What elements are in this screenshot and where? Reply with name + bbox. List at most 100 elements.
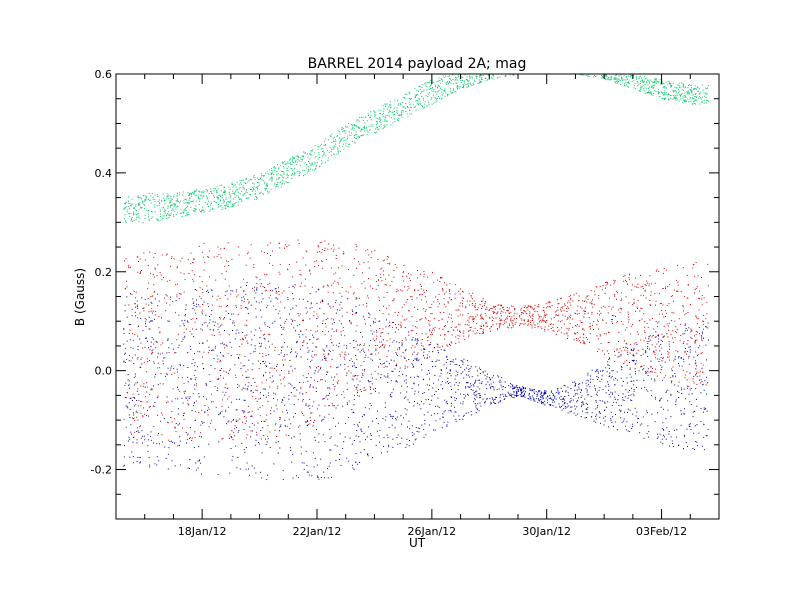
data-point (514, 307, 516, 309)
data-point (290, 423, 292, 425)
data-point (229, 434, 231, 436)
data-point (355, 306, 357, 308)
data-point (469, 300, 471, 302)
data-point (252, 182, 254, 184)
data-point (156, 218, 158, 220)
data-point (397, 100, 399, 102)
data-point (462, 361, 464, 363)
data-point (217, 387, 219, 389)
data-point (206, 285, 208, 287)
data-point (349, 437, 351, 439)
data-point (146, 358, 148, 360)
data-point (172, 208, 174, 210)
data-point (300, 356, 302, 358)
data-point (477, 307, 479, 309)
data-point (626, 350, 628, 352)
data-point (242, 290, 244, 292)
data-point (397, 120, 399, 122)
data-point (497, 402, 499, 404)
data-point (686, 387, 688, 389)
data-point (472, 316, 474, 318)
data-point (295, 160, 297, 162)
data-point (646, 389, 648, 391)
data-point (652, 87, 654, 89)
data-point (312, 164, 314, 165)
data-point (136, 256, 138, 258)
data-point (356, 358, 358, 360)
data-point (386, 356, 388, 358)
data-point (318, 154, 320, 156)
data-point (611, 308, 613, 310)
data-point (210, 313, 212, 315)
data-point (194, 379, 196, 381)
data-point (562, 404, 564, 406)
data-point (186, 215, 188, 217)
data-point (271, 167, 273, 169)
data-point (480, 75, 482, 76)
data-point (199, 200, 201, 202)
data-point (159, 443, 160, 445)
data-point (677, 385, 679, 387)
data-point (199, 211, 201, 212)
data-point (455, 420, 457, 422)
data-point (139, 366, 141, 368)
data-point (331, 267, 332, 269)
data-point (682, 85, 684, 87)
data-point (147, 434, 149, 436)
data-point (699, 290, 700, 292)
data-point (333, 273, 335, 275)
data-point (155, 311, 157, 313)
data-point (339, 353, 341, 355)
data-point (375, 123, 377, 125)
data-point (137, 456, 139, 458)
data-point (404, 93, 406, 95)
data-point (185, 206, 187, 208)
data-point (379, 347, 381, 349)
data-point (689, 346, 691, 348)
data-point (480, 74, 481, 76)
data-point (560, 307, 562, 309)
data-point (255, 301, 257, 303)
data-point (436, 91, 438, 93)
data-point (609, 78, 611, 80)
data-point (291, 437, 293, 439)
data-point (322, 348, 324, 350)
data-point (232, 322, 234, 324)
data-point (649, 304, 651, 306)
data-point (126, 206, 128, 208)
data-point (625, 279, 627, 281)
data-point (499, 319, 501, 321)
data-point (519, 394, 521, 396)
data-point (661, 366, 663, 368)
data-point (300, 387, 302, 389)
data-point (458, 309, 460, 311)
data-point (297, 239, 299, 241)
data-point (154, 268, 156, 270)
data-point (620, 308, 622, 310)
data-point (551, 305, 553, 307)
data-point (605, 282, 606, 283)
data-point (223, 201, 225, 203)
data-point (407, 273, 409, 274)
data-point (449, 78, 451, 79)
data-point (520, 313, 522, 315)
data-point (496, 328, 498, 330)
data-point (511, 316, 513, 318)
data-point (183, 412, 185, 414)
data-point (444, 90, 446, 92)
data-point (625, 429, 627, 431)
data-point (690, 429, 692, 431)
data-point (236, 189, 238, 190)
data-point (395, 363, 397, 365)
data-point (404, 97, 406, 99)
data-point (271, 407, 272, 409)
data-point (454, 80, 456, 82)
data-point (434, 327, 436, 329)
data-point (462, 83, 464, 85)
data-point (427, 96, 429, 97)
data-point (576, 340, 578, 342)
data-point (625, 342, 627, 344)
data-point (339, 292, 341, 294)
data-point (707, 382, 709, 384)
data-point (199, 275, 201, 277)
